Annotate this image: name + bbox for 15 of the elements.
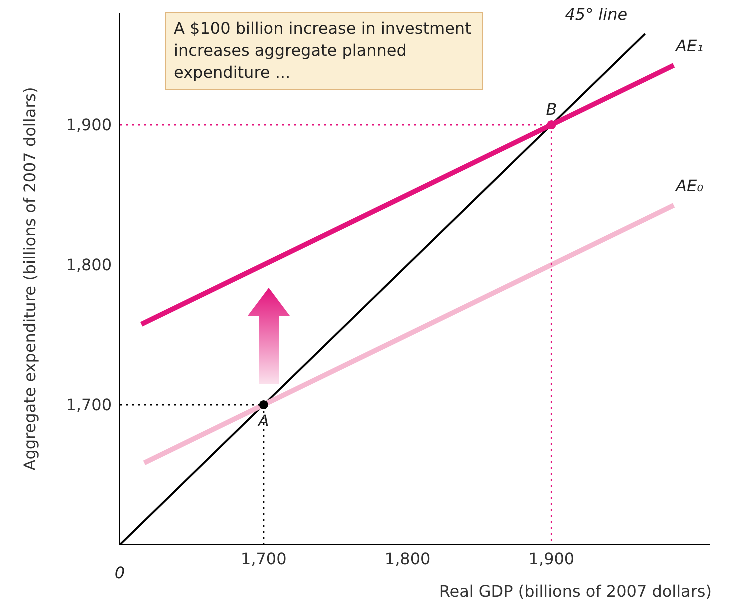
annotation: A — [257, 411, 270, 430]
annotation: B — [546, 100, 558, 119]
series-label: AE₀ — [675, 176, 704, 196]
series-label: AE₁ — [675, 36, 704, 56]
x-tick-label: 1,700 — [240, 549, 287, 568]
annotation: A $100 billion increase in investment increases aggregate planned expenditure ... — [165, 12, 483, 90]
x-axis-title: Real GDP (billions of 2007 dollars) — [439, 582, 712, 601]
x-tick-label: 1,900 — [528, 549, 575, 568]
y-tick-label: 1,700 — [66, 396, 112, 415]
x-tick-label: 1,800 — [384, 549, 431, 568]
y-axis-title: Aggregate expenditure (billions of 2007 dollars) — [20, 87, 40, 471]
y-tick-label: 1,900 — [66, 116, 112, 135]
series-label: 45° line — [565, 5, 628, 24]
annotation: 0 — [114, 563, 126, 582]
y-tick-label: 1,800 — [66, 256, 112, 275]
